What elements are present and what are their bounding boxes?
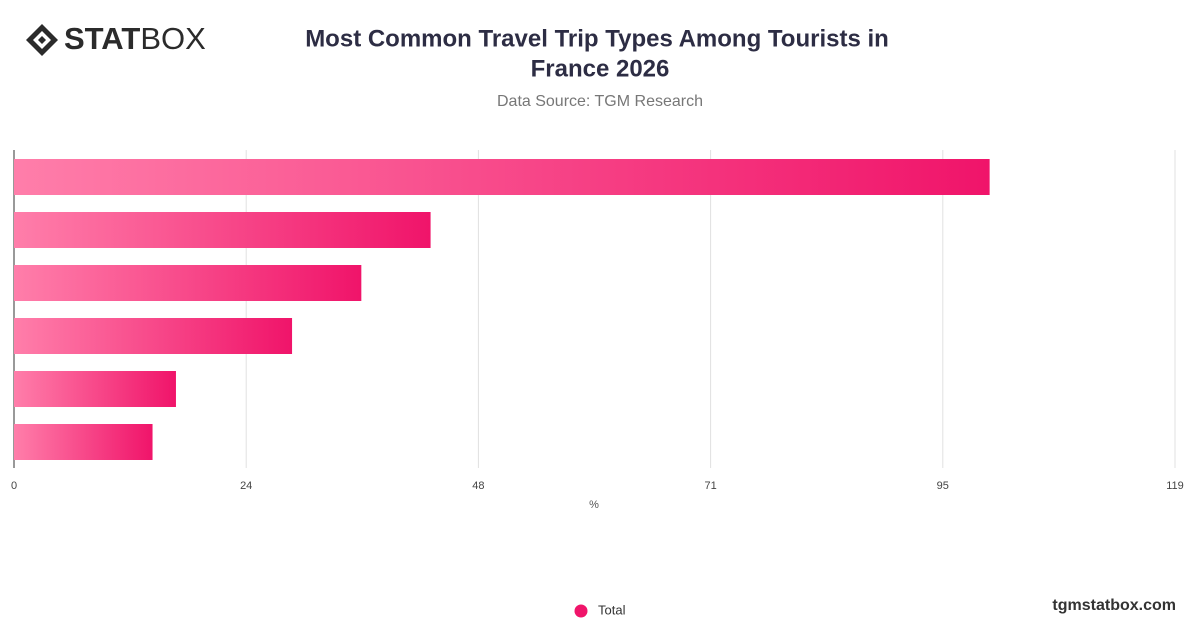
bar [14,212,431,248]
bar [14,265,362,301]
x-tick-label: 24 [240,480,252,492]
logo-bold: STAT [64,21,140,56]
x-tick-label: 0 [11,480,17,492]
chart-subtitle: Data Source: TGM Research [497,93,703,110]
chart-title: France 2026 [531,55,670,82]
bar [14,159,990,195]
x-tick-label: 119 [1166,480,1184,492]
bar [14,424,153,460]
chart-title: Most Common Travel Trip Types Among Tour… [305,25,889,52]
x-axis-label: % [589,499,599,511]
x-tick-label: 71 [704,480,716,492]
footer: tgmstatbox.com [1052,597,1176,614]
legend-marker [574,604,588,618]
bar [14,371,176,407]
x-tick-label: 95 [937,480,949,492]
logo-light: BOX [140,21,206,56]
bar [14,318,293,354]
legend-label: Total [598,602,626,617]
logo: STATBOX [26,21,206,56]
x-tick-label: 48 [472,480,484,492]
logo-text: STATBOX [64,21,206,56]
